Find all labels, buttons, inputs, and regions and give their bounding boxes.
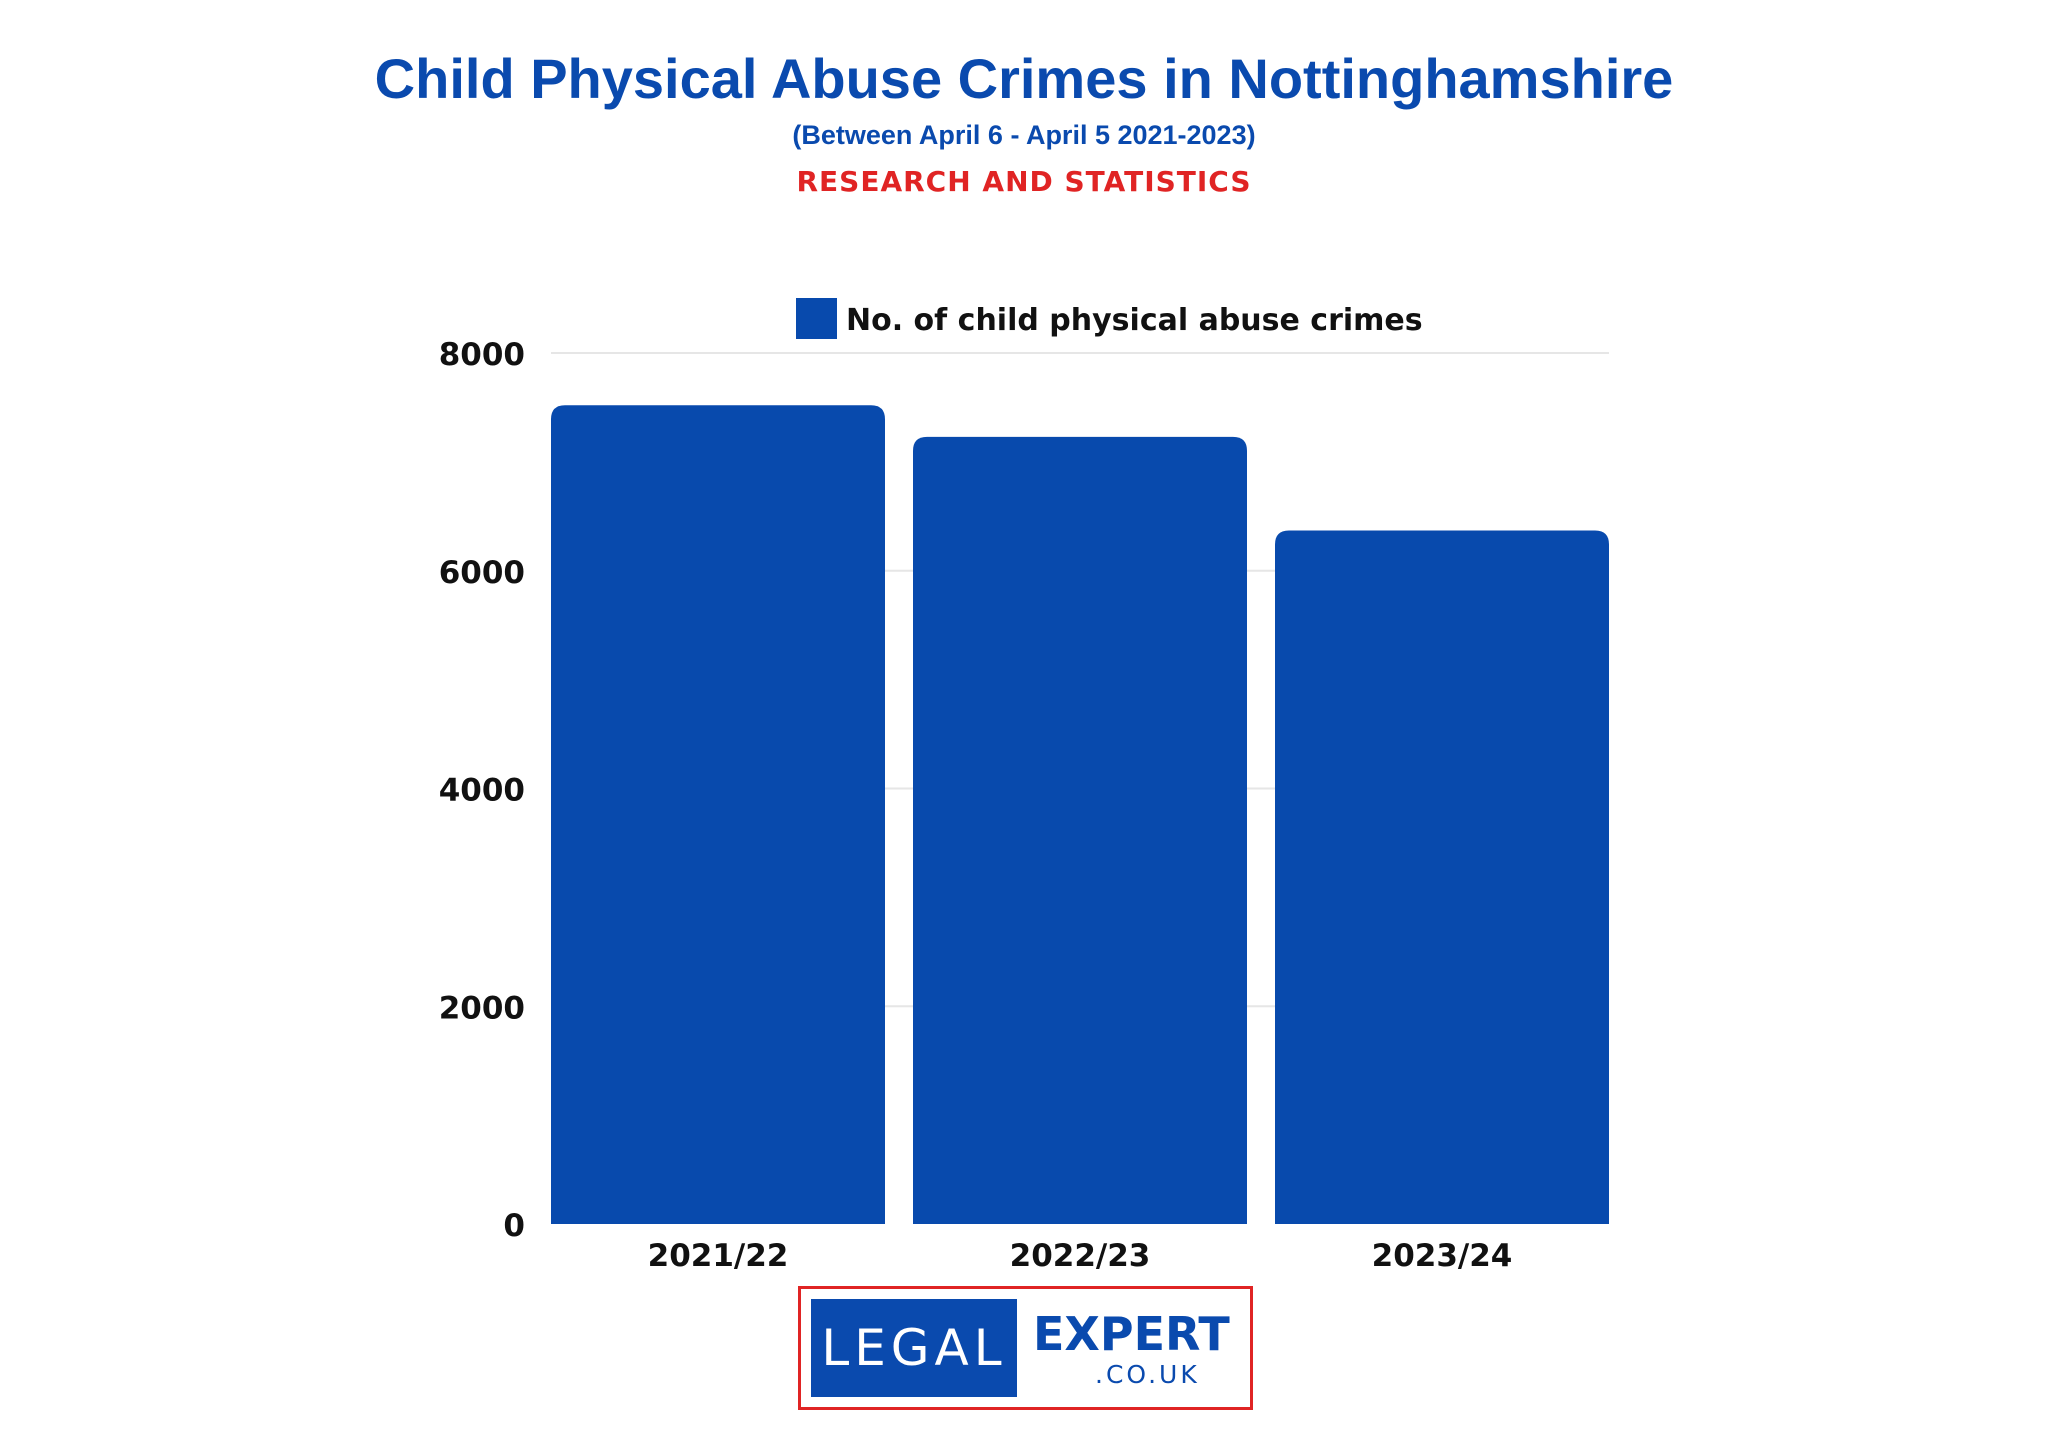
research-tagline: RESEARCH AND STATISTICS	[796, 165, 1252, 198]
legend-label: No. of child physical abuse crimes	[846, 303, 1423, 338]
chart-title: Child Physical Abuse Crimes in Nottingha…	[374, 47, 1674, 110]
bar	[913, 436, 1247, 1224]
logo-expert-text: EXPERT	[1033, 1307, 1230, 1361]
x-tick-label: 2023/24	[1372, 1238, 1513, 1274]
y-tick-label: 8000	[439, 337, 525, 373]
y-tick-label: 2000	[439, 990, 525, 1026]
logo-legal-text: LEGAL	[821, 1319, 1007, 1377]
logo-domain-text: .CO.UK	[1095, 1360, 1200, 1389]
bar	[551, 405, 885, 1224]
y-tick-label: 0	[503, 1208, 525, 1244]
bar	[1275, 530, 1609, 1224]
logo-legal-box: LEGAL	[811, 1299, 1017, 1397]
legend-swatch	[796, 298, 837, 339]
y-tick-label: 4000	[439, 773, 525, 809]
chart-subtitle: (Between April 6 - April 5 2021-2023)	[792, 120, 1256, 150]
legal-expert-logo: LEGAL EXPERT .CO.UK	[798, 1286, 1253, 1410]
y-tick-label: 6000	[439, 555, 525, 591]
x-tick-label: 2021/22	[648, 1238, 789, 1274]
x-tick-label: 2022/23	[1010, 1238, 1151, 1274]
